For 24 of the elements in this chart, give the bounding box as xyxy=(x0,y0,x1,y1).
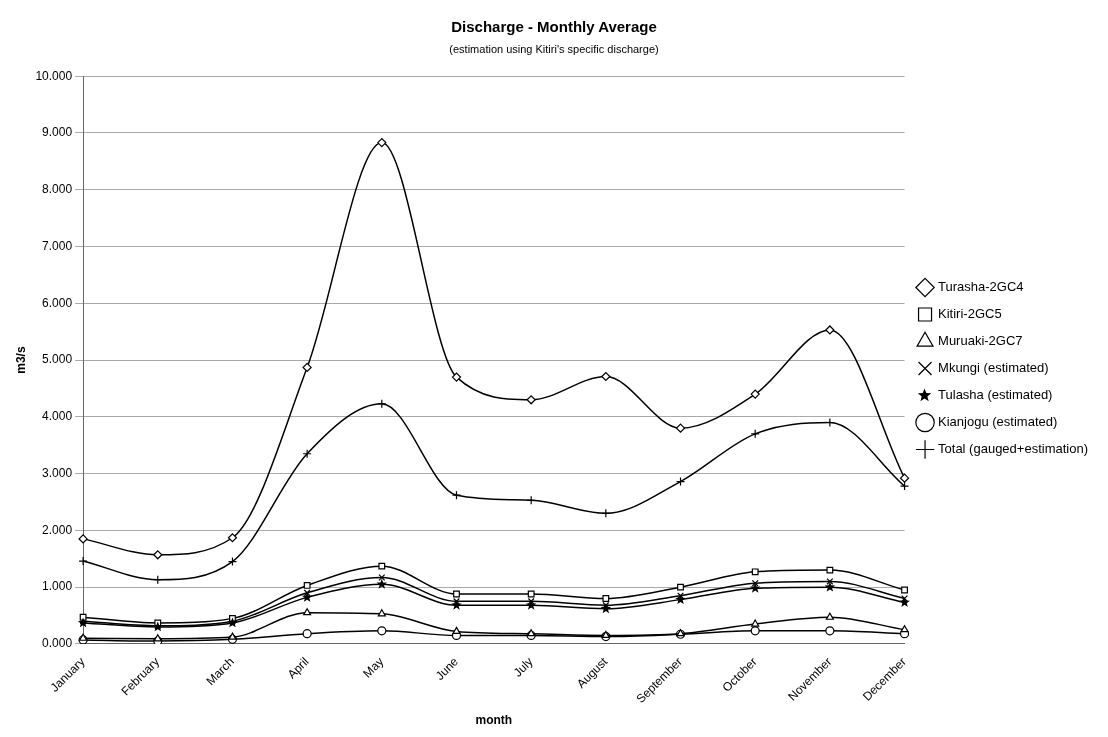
legend-label: Total (gauged+estimation) xyxy=(938,441,1088,457)
legend-label: Kitiri-2GC5 xyxy=(938,306,1002,322)
y-tick-label: 0.000 xyxy=(42,636,73,651)
y-tick-label: 1.000 xyxy=(42,579,73,594)
y-tick-label: 5.000 xyxy=(42,352,73,367)
y-tick-label: 6.000 xyxy=(42,295,73,310)
y-tick-label: 9.000 xyxy=(42,125,73,140)
legend-label: Tulasha (estimated) xyxy=(938,387,1053,403)
legend-label: Kianjogu (estimated) xyxy=(938,414,1058,430)
x-tick-label: July xyxy=(510,654,536,680)
x-tick-label: May xyxy=(360,654,387,681)
y-tick-label: 4.000 xyxy=(42,409,73,424)
y-tick-label: 2.000 xyxy=(42,522,73,537)
legend-label: Muruaki-2GC7 xyxy=(938,333,1023,349)
x-axis-title: month xyxy=(475,713,513,728)
y-tick-label: 7.000 xyxy=(42,238,73,253)
y-axis-title: m3/s xyxy=(13,346,28,374)
y-tick-label: 8.000 xyxy=(42,182,73,197)
y-tick-label: 3.000 xyxy=(42,465,73,480)
chart-subtitle: (estimation using Kitiri's specific discharge) xyxy=(449,42,659,55)
y-tick-label: 10.000 xyxy=(35,68,73,83)
legend-label: Turasha-2GC4 xyxy=(938,279,1024,295)
chart-title: Discharge - Monthly Average xyxy=(451,18,657,36)
legend-label: Mkungi (estimated) xyxy=(938,360,1049,376)
